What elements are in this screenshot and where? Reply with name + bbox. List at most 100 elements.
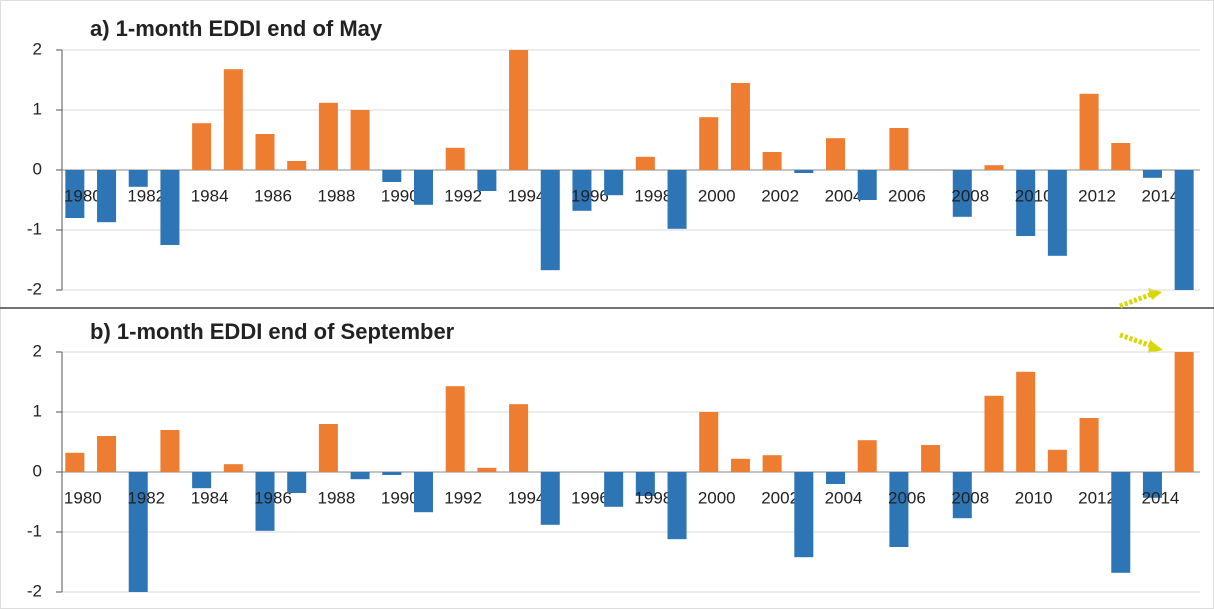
x-tick-label: 2000 [698,488,736,507]
x-tick-label: 1996 [571,488,609,507]
chart-title: b) 1-month EDDI end of September [90,319,455,344]
bar [509,404,529,472]
x-tick-label: 1994 [508,488,546,507]
bar [667,170,687,229]
y-tick-label: 2 [33,341,42,360]
x-tick-label: 1984 [191,186,229,205]
bar [635,472,655,496]
bar [1016,170,1036,236]
bar [65,452,85,472]
x-tick-label: 1980 [64,488,102,507]
bar [255,472,275,531]
x-tick-label: 2004 [825,488,863,507]
y-tick-label: -1 [27,219,42,238]
x-tick-label: 1986 [254,488,292,507]
bar [699,412,719,472]
bar [287,161,307,170]
y-tick-label: 0 [33,159,42,178]
bar [192,123,212,170]
bar [1047,449,1067,472]
bar [762,152,782,170]
bar [889,128,909,170]
bar [1047,170,1067,256]
y-tick-label: -2 [27,581,42,600]
y-tick-label: 1 [33,401,42,420]
arrow [1119,332,1153,349]
x-tick-label: 1986 [254,186,292,205]
bar [1142,472,1162,498]
bar [160,430,180,472]
bar [509,50,529,170]
arrow-head [1148,340,1163,353]
chart-title: a) 1-month EDDI end of May [90,16,383,41]
bar [128,170,148,187]
x-tick-label: 1994 [508,186,546,205]
bar [318,102,338,170]
x-tick-label: 2014 [1142,186,1180,205]
bar [540,170,560,271]
x-tick-label: 2008 [951,488,989,507]
bar [604,472,624,507]
x-tick-label: 1998 [634,488,672,507]
bar [730,83,750,170]
highlight-arrows [1119,288,1163,353]
bar [730,458,750,472]
bar [1174,170,1194,290]
arrow-head [1148,288,1162,300]
bar [1079,418,1099,472]
bar [223,69,243,170]
x-tick-label: 1992 [444,186,482,205]
bar [540,472,560,525]
x-tick-label: 2004 [825,186,863,205]
y-tick-label: -1 [27,521,42,540]
bar [1079,93,1099,170]
x-tick-label: 1990 [381,186,419,205]
bar [826,472,846,484]
bar [192,472,212,489]
bar [794,170,814,173]
x-tick-label: 1998 [634,186,672,205]
x-tick-label: 1982 [127,186,165,205]
bar [1111,143,1131,170]
bar [223,464,243,472]
x-tick-label: 1996 [571,186,609,205]
bar [1142,170,1162,178]
bar [445,386,465,472]
x-tick-label: 1980 [64,186,102,205]
bar [350,110,370,170]
x-tick-label: 2010 [1015,488,1053,507]
bar [857,440,877,472]
x-tick-label: 2002 [761,488,799,507]
x-tick-label: 2012 [1078,488,1116,507]
bar [255,134,275,170]
bar [97,436,117,472]
bar [477,170,497,191]
x-tick-label: 1984 [191,488,229,507]
bar [445,147,465,170]
y-tick-label: 0 [33,461,42,480]
x-tick-label: 2012 [1078,186,1116,205]
bar [572,170,592,211]
x-tick-label: 2002 [761,186,799,205]
x-tick-label: 2006 [888,186,926,205]
bar [1111,472,1131,573]
y-tick-label: -2 [27,279,42,298]
bar [413,170,433,205]
bar [921,445,941,472]
bar [160,170,180,245]
bar [128,472,148,592]
y-tick-label: 2 [33,39,42,58]
bar [984,165,1004,170]
y-tick-label: 1 [33,99,42,118]
x-tick-label: 2010 [1015,186,1053,205]
x-tick-label: 2008 [951,186,989,205]
arrow [1119,291,1153,309]
x-tick-label: 1988 [317,186,355,205]
bar [952,170,972,217]
x-tick-label: 1990 [381,488,419,507]
bar [794,472,814,558]
bar [477,467,497,472]
bar [889,472,909,547]
